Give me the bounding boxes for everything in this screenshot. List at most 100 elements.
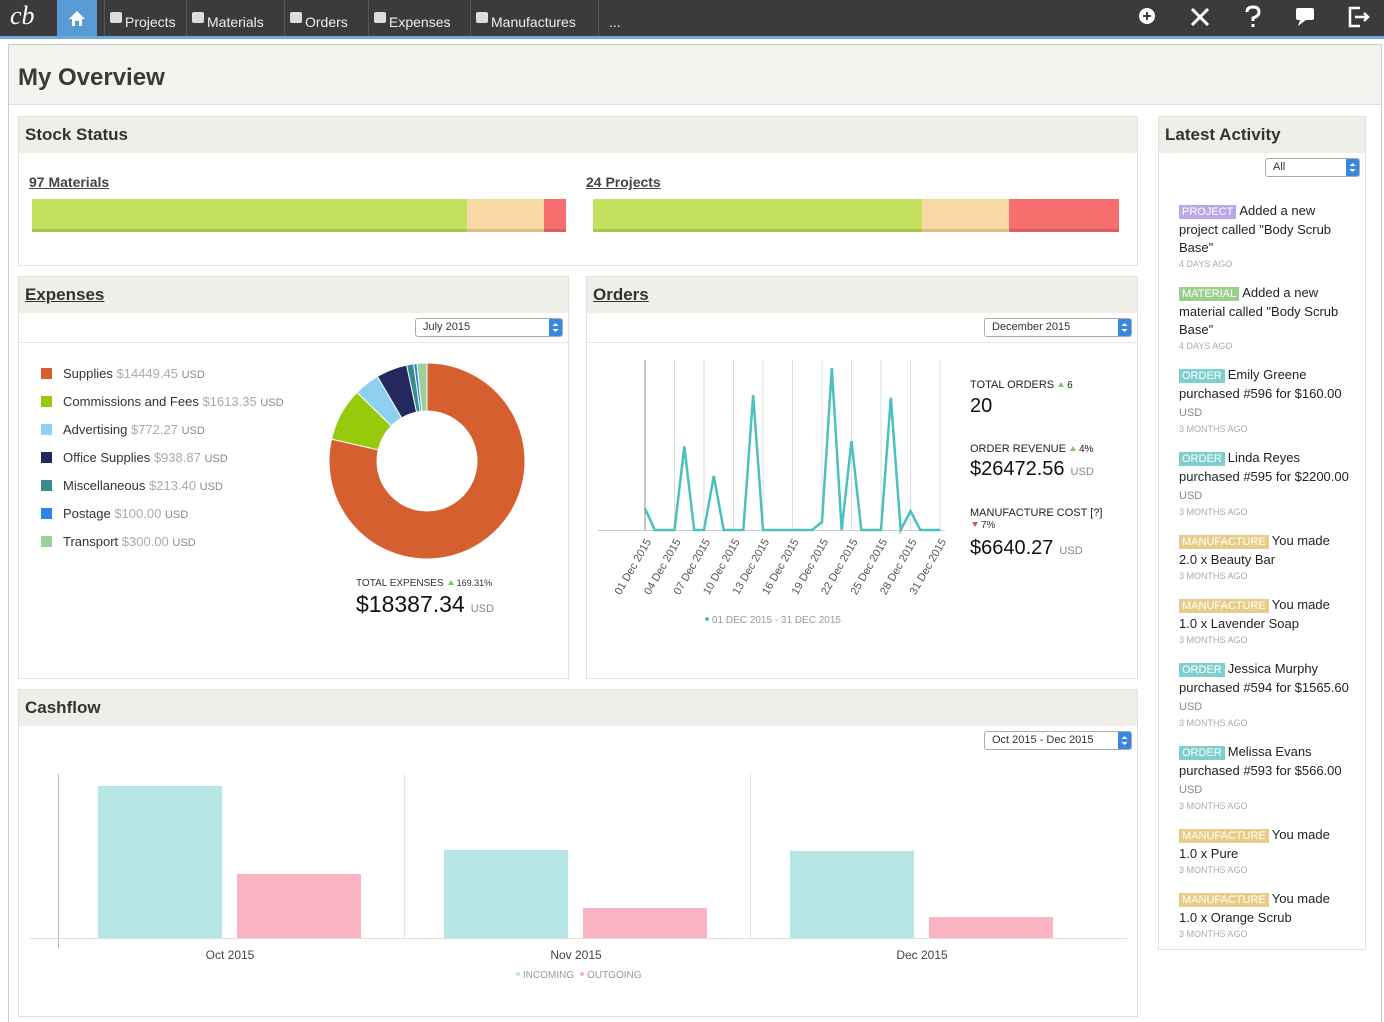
stat-label: ORDER REVENUE 4%: [970, 443, 1093, 455]
activity-text: ORDER Melissa Evans purchased #593 for $5…: [1179, 743, 1351, 799]
legend-value: $213.40: [149, 478, 196, 493]
home-button[interactable]: [57, 0, 97, 36]
legend-entry: Miscellaneous $213.40 USD: [63, 478, 223, 493]
nav-item[interactable]: Orders: [305, 14, 348, 30]
activity-unit: USD: [1179, 490, 1203, 502]
stat-value: $6640.27 USD: [970, 537, 1083, 560]
dropdown[interactable]: July 2015: [415, 318, 563, 337]
nav-item[interactable]: Manufactures: [491, 14, 576, 30]
activity-time: 3 MONTHS AGO: [1179, 635, 1248, 645]
nav-item[interactable]: ...: [609, 14, 621, 30]
stat-change: 7%: [981, 520, 996, 531]
arrow: [1069, 446, 1076, 451]
nav-icon: [374, 12, 386, 23]
stat-amount: $6640.27: [970, 537, 1054, 559]
bar: [98, 786, 222, 938]
legend-entry: Commissions and Fees $1613.35 USD: [63, 394, 284, 409]
activity-tag: PROJECT: [1179, 205, 1237, 219]
activity-item: MATERIAL Added a new material called "Bod…: [1179, 284, 1351, 353]
activity-item: ORDER Melissa Evans purchased #593 for $5…: [1179, 743, 1351, 813]
panel-title[interactable]: Expenses: [25, 285, 105, 304]
panel-header: [19, 277, 568, 313]
bar: [790, 851, 914, 938]
nav-icons[interactable]: [1130, 0, 1380, 36]
nav-icon: [476, 12, 488, 23]
activity-time: 3 MONTHS AGO: [1179, 571, 1248, 581]
dropdown-value: Oct 2015 - Dec 2015: [992, 734, 1094, 746]
activity-time: 4 DAYS AGO: [1179, 341, 1233, 351]
stock-segment: [593, 199, 922, 232]
stock-label[interactable]: 24 Projects: [586, 174, 661, 190]
arrows: [1349, 163, 1356, 172]
panel-title[interactable]: Orders: [593, 285, 649, 304]
stat-value: $26472.56 USD: [970, 458, 1094, 481]
nav-item[interactable]: Expenses: [389, 14, 451, 30]
legend-unit: USD: [260, 397, 284, 409]
total-unit: USD: [470, 603, 494, 615]
legend-name: Miscellaneous: [63, 478, 146, 493]
x-tick-label: Nov 2015: [550, 948, 602, 962]
stock-panel: [18, 116, 1138, 266]
panel-header: [587, 277, 1137, 313]
x-tick-label: Dec 2015: [896, 948, 948, 962]
activity-text: PROJECT Added a new project called "Body …: [1179, 202, 1351, 257]
activity-tag: ORDER: [1179, 369, 1225, 383]
legend-value: $14449.45: [116, 366, 178, 381]
stock-segment: [32, 199, 467, 232]
dropdown[interactable]: All: [1265, 158, 1360, 177]
arrow: [972, 522, 978, 527]
activity-time: 3 MONTHS AGO: [1179, 929, 1248, 939]
dropdown-arrow: [549, 319, 562, 336]
legend-name: 01 DEC 2015 - 31 DEC 2015: [712, 615, 841, 626]
nav-divider: [470, 0, 471, 36]
activity-tag: ORDER: [1179, 663, 1225, 677]
panel-header: [1159, 117, 1365, 153]
legend-swatch: [41, 368, 52, 379]
dropdown[interactable]: December 2015: [984, 318, 1132, 337]
legend-dot: [580, 972, 585, 976]
stat-unit: USD: [1059, 545, 1083, 557]
nav-icon: [192, 12, 204, 23]
bar: [583, 908, 707, 938]
stock-segment: [543, 199, 566, 232]
stat-name: ORDER REVENUE: [970, 443, 1066, 455]
nav-item[interactable]: Projects: [125, 14, 176, 30]
panel-header: [19, 690, 1137, 726]
nav-icon: [290, 12, 302, 23]
panel-title: Latest Activity: [1165, 125, 1281, 144]
activity-time: 3 MONTHS AGO: [1179, 865, 1248, 875]
nav-item[interactable]: Materials: [207, 14, 264, 30]
legend-swatch: [41, 396, 52, 407]
home-icon: [69, 11, 85, 26]
activity-item: MANUFACTURE You made 1.0 x Lavender Soap 3…: [1179, 596, 1351, 647]
activity-text: ORDER Jessica Murphy purchased #594 for $…: [1179, 660, 1351, 716]
stock-label[interactable]: 97 Materials: [29, 174, 110, 190]
stat-amount: $26472.56: [970, 458, 1065, 480]
legend-name: INCOMING: [523, 970, 575, 981]
legend-unit: USD: [199, 481, 223, 493]
activity-message: Emily Greene purchased #596 for $160.00: [1179, 367, 1342, 401]
legend-value: $772.27: [130, 422, 178, 437]
dropdown[interactable]: Oct 2015 - Dec 2015: [984, 731, 1132, 750]
bar: [444, 850, 568, 938]
panel-header: [19, 117, 1137, 153]
total-amount: $18387.34: [356, 591, 465, 617]
pie-slice: [328, 362, 526, 560]
activity-message: You made 2.0 x Beauty Bar: [1179, 533, 1330, 567]
legend-name: Commissions and Fees: [63, 394, 199, 409]
activity-panel: [1158, 116, 1366, 950]
stat-amount: 20: [970, 395, 993, 417]
toolbar: [19, 313, 568, 343]
legend-value: $1613.35: [202, 394, 257, 409]
page-header: [9, 45, 1381, 105]
activity-tag: ORDER: [1179, 746, 1225, 760]
nav-divider: [368, 0, 369, 36]
stock-segment: [1009, 199, 1119, 232]
logo[interactable]: cb: [10, 1, 35, 30]
line: [643, 368, 940, 535]
dropdown-arrow: [1118, 732, 1131, 749]
activity-tag: MANUFACTURE: [1179, 535, 1269, 549]
legend-name: Supplies: [63, 366, 113, 381]
